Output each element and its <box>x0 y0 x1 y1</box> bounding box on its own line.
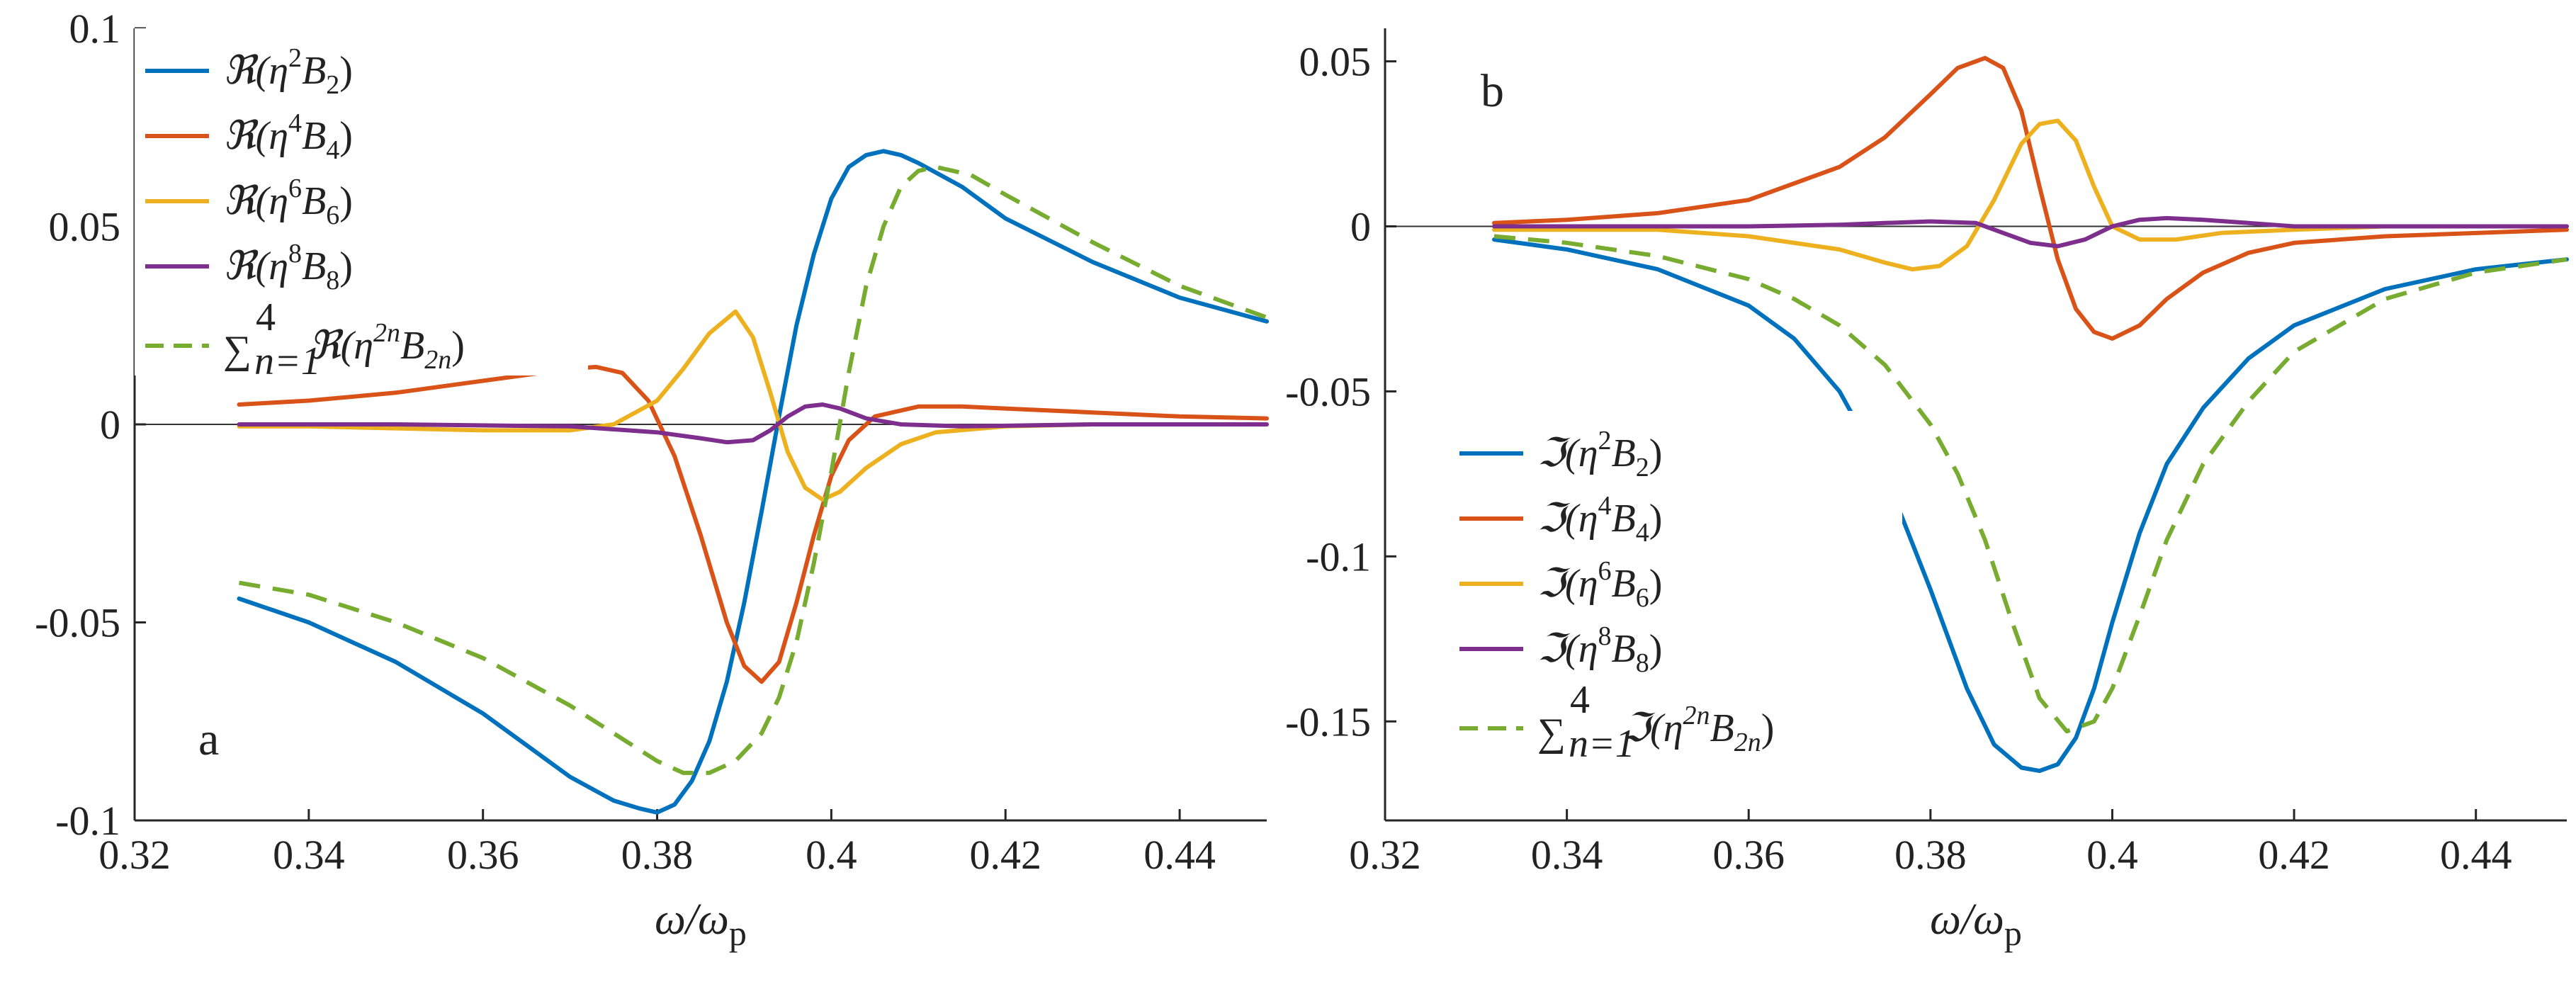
legend-label-2: ℑ(η4B4) <box>1537 491 1662 548</box>
legend-sum-top: 4 <box>1570 678 1590 722</box>
y-tick-label: -0.05 <box>1285 368 1371 414</box>
x-tick-label: 0.44 <box>1143 832 1216 878</box>
series-line-4 <box>1492 215 2569 249</box>
series-line-3 <box>237 309 1269 502</box>
series-line-5 <box>238 164 1268 775</box>
x-tick-label: 0.4 <box>806 832 857 878</box>
series-line-2 <box>1492 55 2569 341</box>
legend-box <box>1449 411 1902 758</box>
x-tick-label: 0.36 <box>1712 832 1785 878</box>
legend-label-4: ℑ(η8B8) <box>1537 621 1662 678</box>
legend: ℜ(η2B2) ℜ(η4B4) ℜ(η6B6) ℜ(η8B8) ∑4n=1 ℜ(η2nB… <box>135 28 588 383</box>
legend-sum-top: 4 <box>256 295 276 339</box>
x-tick-label: 0.38 <box>1894 832 1967 878</box>
legend-sum-symbol: ∑ <box>1537 711 1566 755</box>
series-line-3 <box>1492 118 2569 272</box>
y-tick-label: -0.1 <box>55 798 120 844</box>
series-line-4 <box>237 402 1269 445</box>
legend-label-1: ℜ(η2B2) <box>223 43 353 100</box>
legend-sum-bottom: n=1 <box>254 339 321 383</box>
y-tick-label: -0.15 <box>1285 699 1371 745</box>
y-tick-label: 0 <box>1350 204 1371 250</box>
legend-sum-bottom: n=1 <box>1569 722 1635 766</box>
legend-box <box>135 28 588 375</box>
x-axis-label: ω/ωp <box>1930 896 2022 953</box>
x-axis-label: ω/ωp <box>655 896 747 953</box>
legend-label-2: ℜ(η4B4) <box>223 108 353 165</box>
y-tick-label: 0 <box>100 402 120 448</box>
legend-label-3: ℜ(η6B6) <box>223 174 353 230</box>
panel-letter: a <box>198 713 219 765</box>
legend-label-1: ℑ(η2B2) <box>1537 426 1662 482</box>
legend-label-5: ℜ(η2nB2n) <box>308 318 465 375</box>
legend-label-3: ℑ(η6B6) <box>1537 556 1662 613</box>
x-tick-label: 0.34 <box>1531 832 1603 878</box>
y-tick-label: 0.1 <box>69 6 121 52</box>
x-tick-label: 0.36 <box>447 832 519 878</box>
series-line-1 <box>1492 237 2569 774</box>
x-tick-label: 0.32 <box>1349 832 1421 878</box>
legend-label-5: ℑ(η2nB2n) <box>1622 701 1774 757</box>
legend-sum-symbol: ∑ <box>223 328 252 372</box>
y-tick-label: 0.05 <box>49 204 121 250</box>
legend-label-4: ℜ(η8B8) <box>223 239 353 295</box>
x-tick-label: 0.34 <box>273 832 345 878</box>
y-tick-label: 0.05 <box>1299 39 1372 85</box>
x-tick-label: 0.32 <box>98 832 171 878</box>
panel-a: 0.32 0.34 0.36 0.38 0.4 0.42 0.44 -0.1 -0.05 0 0.0… <box>35 6 1269 953</box>
legend: ℑ(η2B2) ℑ(η4B4) ℑ(η6B6) ℑ(η8B8) ∑4n=1 ℑ(η2nB… <box>1449 411 1902 766</box>
y-tick-label: -0.1 <box>1306 533 1371 580</box>
x-tick-label: 0.42 <box>969 832 1041 878</box>
x-tick-label: 0.38 <box>621 832 694 878</box>
x-tick-label: 0.4 <box>2086 832 2138 878</box>
series-line-5 <box>1493 234 2567 734</box>
panel-letter: b <box>1481 65 1504 117</box>
series-line-1 <box>237 149 1269 815</box>
y-tick-label: -0.05 <box>35 600 120 646</box>
panel-b: 0.32 0.34 0.36 0.38 0.4 0.42 0.44 -0.15 -0.1 -0.0… <box>1285 28 2569 953</box>
x-tick-label: 0.42 <box>2258 832 2330 878</box>
x-tick-label: 0.44 <box>2440 832 2512 878</box>
